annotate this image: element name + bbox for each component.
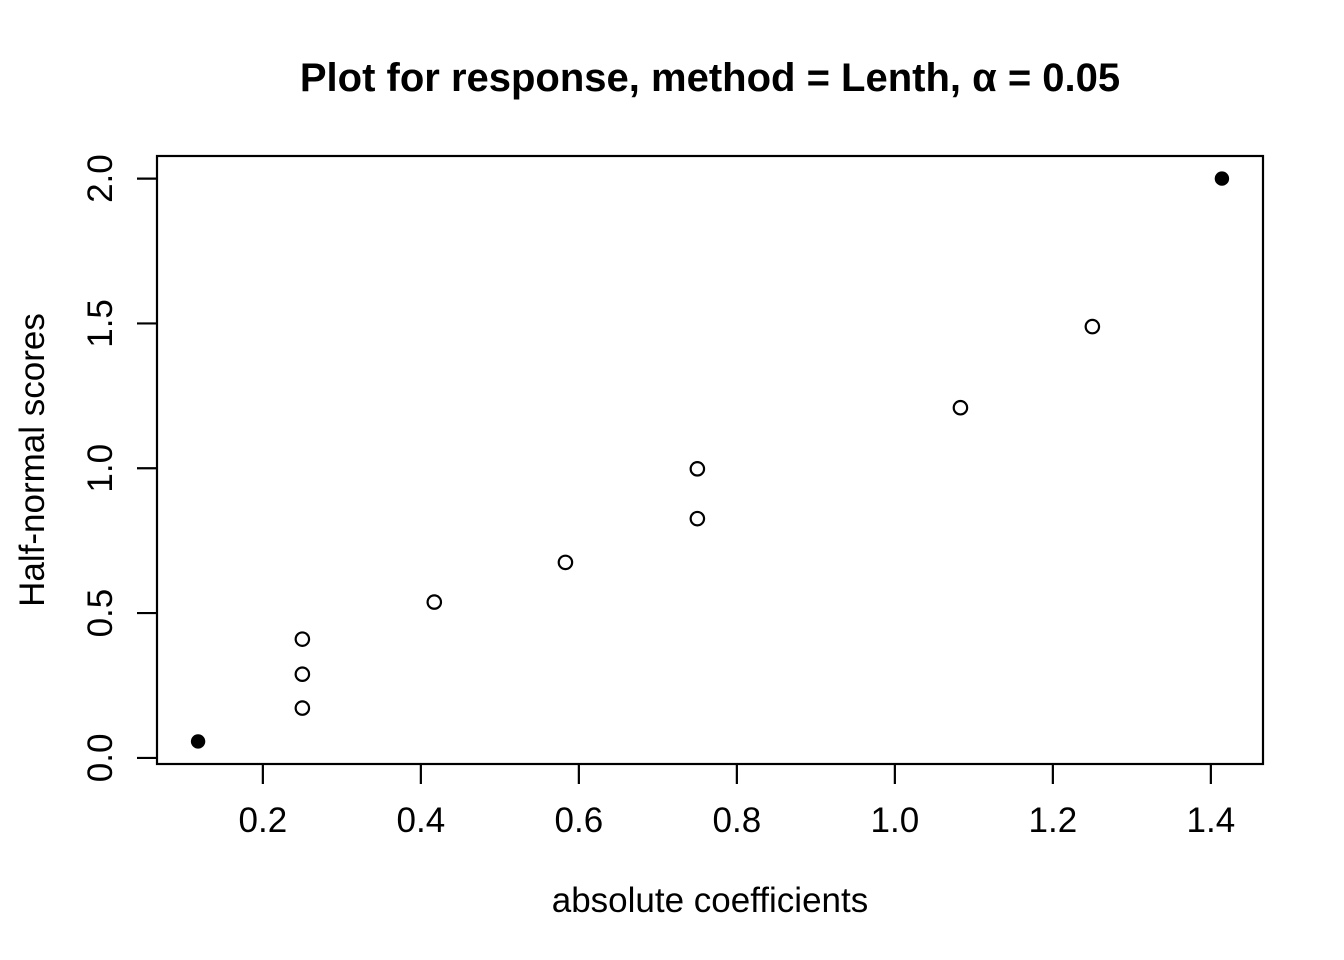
x-tick-label: 1.2 [1029,801,1078,840]
data-point-open [557,554,574,571]
data-point-open [426,594,443,610]
data-point-open [689,461,706,477]
data-point-open [952,399,969,416]
plot-frame [155,154,1265,766]
data-point-filled [1214,171,1230,186]
y-tick-label: 1.0 [81,444,120,493]
data-point-open [294,666,311,683]
data-point-open [1084,318,1101,335]
y-tick-label: 2.0 [81,154,120,203]
y-tick-label: 1.5 [81,299,120,348]
x-tick-label: 0.2 [239,801,288,840]
x-tick-label: 0.8 [713,801,762,840]
y-tick-label: 0.5 [81,589,120,638]
x-tick-label: 1.0 [871,801,920,840]
x-tick-label: 0.4 [397,801,446,840]
x-tick-label: 0.6 [555,801,604,840]
data-point-open [689,510,706,527]
y-tick-label: 0.0 [81,734,120,783]
data-point-open [294,631,311,647]
data-point-open [294,700,311,716]
y-axis-title: Half-normal scores [13,313,52,607]
data-point-filled [190,734,206,749]
x-axis-title: absolute coefficients [551,881,869,920]
chart-title: Plot for response, method = Lenth, α = 0… [299,56,1121,100]
x-tick-label: 1.4 [1187,801,1236,840]
